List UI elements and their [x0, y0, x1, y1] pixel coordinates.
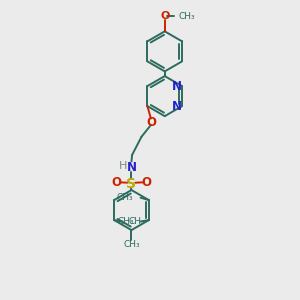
Text: O: O [146, 116, 156, 129]
Text: O: O [142, 176, 152, 189]
Text: S: S [127, 177, 136, 190]
Text: O: O [111, 176, 121, 189]
Text: N: N [172, 100, 182, 112]
Text: CH₃: CH₃ [178, 12, 195, 21]
Text: CH₃: CH₃ [129, 217, 146, 226]
Text: H: H [118, 161, 127, 171]
Text: CH₃: CH₃ [123, 240, 140, 249]
Text: CH₃: CH₃ [118, 217, 134, 226]
Text: N: N [127, 161, 136, 174]
Text: CH₃: CH₃ [117, 193, 134, 202]
Text: O: O [160, 11, 169, 21]
Text: N: N [172, 80, 182, 93]
